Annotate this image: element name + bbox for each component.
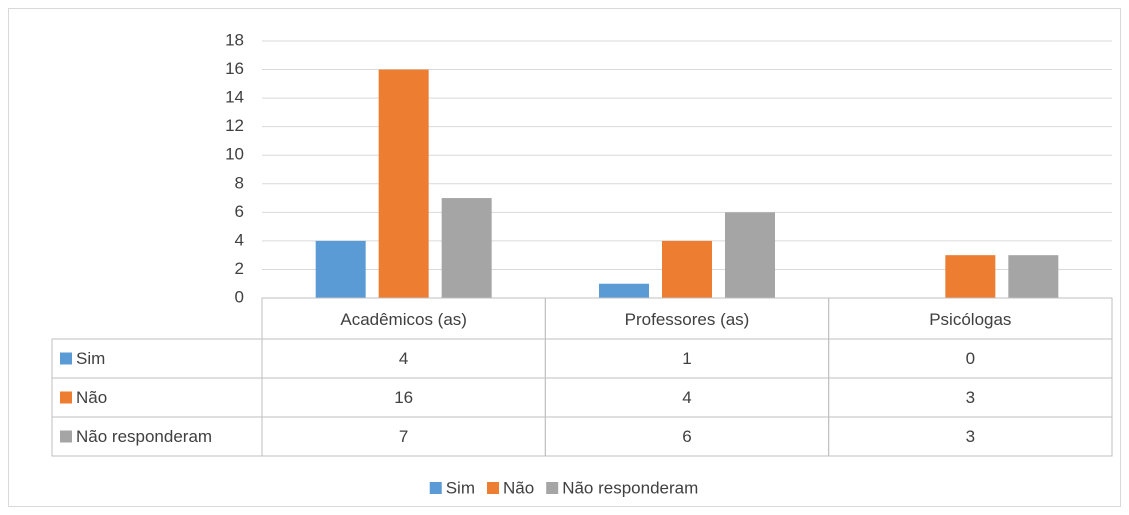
y-tick-label: 6 (235, 202, 244, 221)
bar (441, 198, 492, 298)
table-row-label: Sim (76, 349, 105, 368)
x-tick-label: Professores (as) (625, 310, 750, 329)
legend-key (429, 482, 442, 494)
table-value: 4 (682, 388, 691, 407)
table-value: 1 (682, 349, 691, 368)
bar (945, 255, 996, 298)
table-value: 7 (399, 427, 408, 446)
legend-key (60, 391, 72, 404)
chart-frame (8, 8, 1121, 507)
y-tick-label: 14 (225, 88, 244, 107)
y-tick-label: 12 (225, 116, 244, 135)
y-tick-label: 10 (225, 145, 244, 164)
y-tick-label: 8 (235, 173, 244, 192)
table-cell (828, 416, 1113, 457)
table-value: 16 (394, 388, 413, 407)
bar (725, 212, 775, 298)
legend-key (60, 352, 72, 365)
legend-key (60, 430, 72, 443)
y-tick-label: 0 (235, 287, 244, 306)
legend-label: Não (503, 478, 534, 497)
table-row-label: Não responderam (76, 427, 212, 446)
table-value: 0 (966, 349, 975, 368)
x-tick-label: Acadêmicos (as) (340, 310, 467, 329)
y-tick-label: 2 (235, 259, 244, 278)
y-tick-label: 4 (235, 230, 244, 249)
legend-key (487, 482, 500, 494)
bar (315, 240, 366, 298)
legend-label: Não responderam (562, 478, 698, 497)
bar (1008, 255, 1059, 298)
table-value: 3 (966, 388, 975, 407)
y-tick-label: 16 (225, 59, 244, 78)
x-tick-label: Psicólogas (929, 310, 1011, 329)
legend-label: Sim (446, 478, 475, 497)
y-tick-label: 18 (225, 30, 244, 49)
legend-key (546, 482, 559, 494)
table-value: 4 (399, 349, 408, 368)
bar (599, 283, 649, 298)
table-value: 6 (682, 427, 691, 446)
bar (378, 69, 429, 298)
table-value: 3 (966, 427, 975, 446)
table-row-label: Não (76, 388, 107, 407)
bar (662, 240, 712, 298)
